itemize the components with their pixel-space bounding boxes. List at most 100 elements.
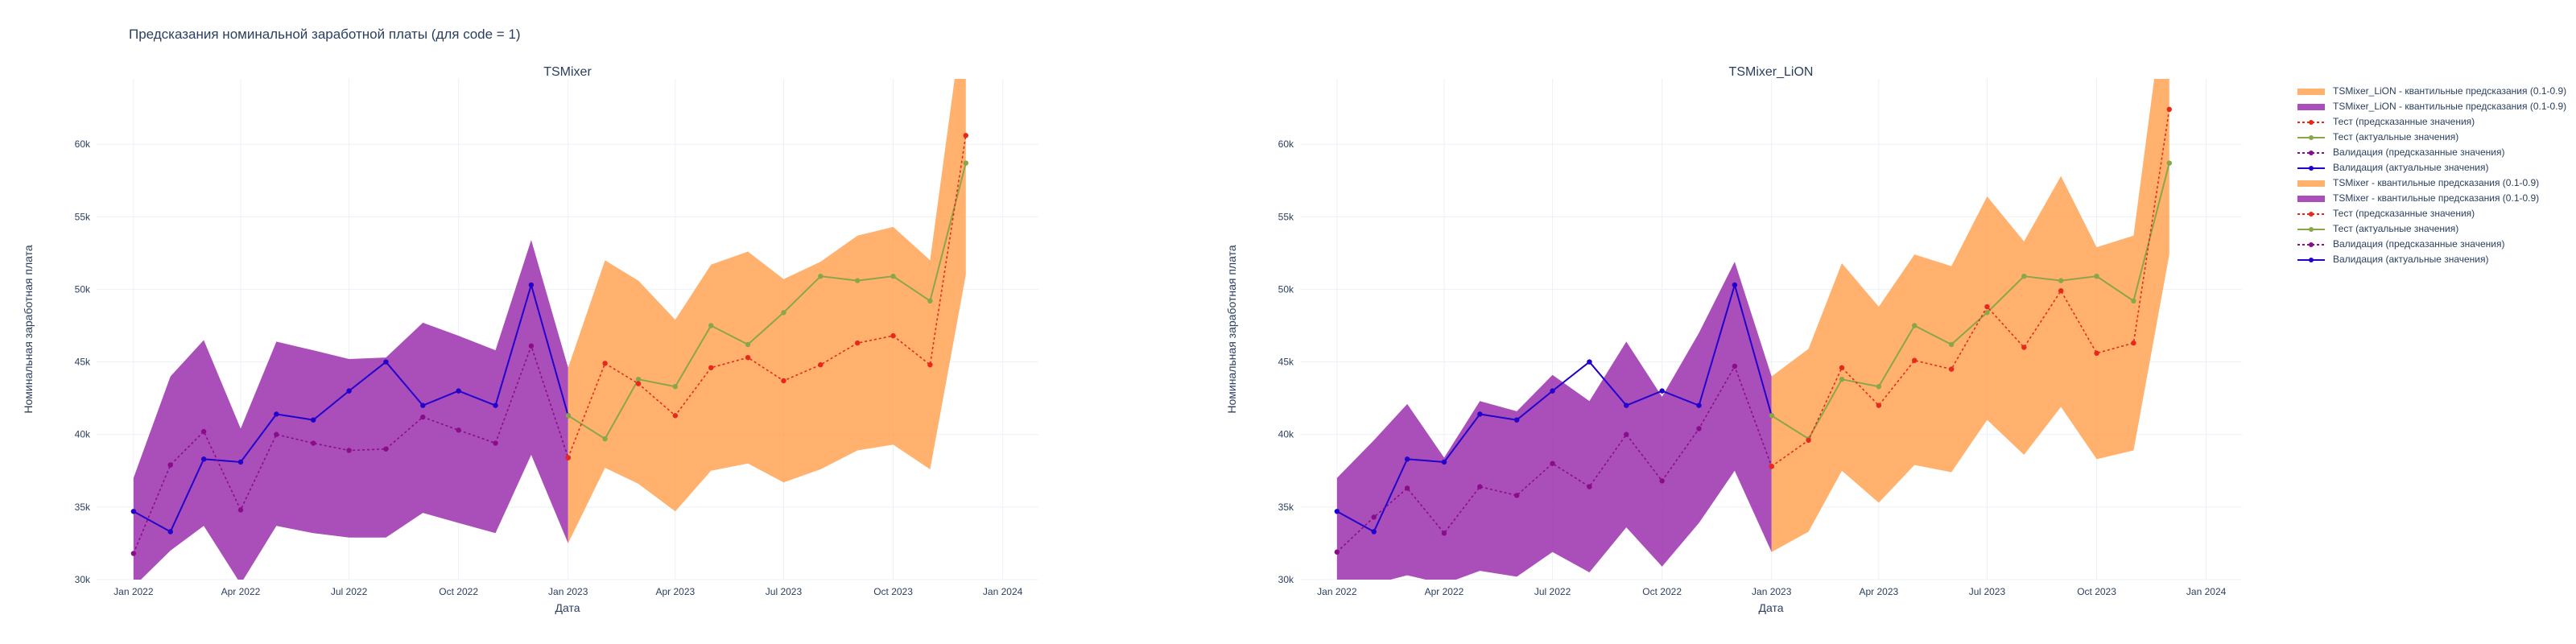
validation-actual-point (311, 417, 316, 423)
x-tick-label: Jul 2023 (1969, 586, 2006, 597)
legend-item[interactable]: Валидация (актуальные значения) (2296, 160, 2570, 175)
legend-label: Валидация (предсказанные значения) (2333, 147, 2505, 158)
test-predicted-point (2166, 106, 2172, 113)
x-tick-label: Oct 2023 (2077, 586, 2116, 597)
legend-label: Тест (актуальные значения) (2333, 223, 2459, 234)
validation-actual-point (1334, 509, 1340, 514)
validation-predicted-point (1404, 485, 1410, 491)
test-predicted-point (602, 361, 608, 366)
test-actual-point (602, 436, 608, 442)
legend-marker (2309, 212, 2314, 217)
y-tick-label: 60k (75, 138, 91, 150)
legend-item[interactable]: Тест (предсказанные значения) (2296, 114, 2570, 130)
legend-item[interactable]: Валидация (актуальные значения) (2296, 252, 2570, 267)
x-tick-label: Oct 2022 (1642, 586, 1682, 597)
test-actual-point (1876, 384, 1882, 390)
x-tick-label: Apr 2023 (656, 586, 696, 597)
legend-swatch (2297, 151, 2325, 155)
validation-actual-point (274, 411, 279, 417)
test-predicted-point (1876, 402, 1882, 408)
legend-label: Тест (предсказанные значения) (2333, 116, 2475, 127)
test-predicted-point (1984, 303, 1990, 310)
test-predicted-point (1769, 464, 1774, 469)
test-predicted-point (2021, 345, 2027, 350)
test-predicted-line (1771, 109, 2170, 468)
legend-band-swatch (2297, 196, 2325, 202)
validation-predicted-point (1587, 484, 1592, 489)
validation-actual-point (528, 282, 535, 288)
x-tick-label: Jan 2024 (983, 586, 1023, 597)
test-predicted-point (1839, 365, 1845, 370)
test-predicted-point (1806, 437, 1811, 444)
test-actual-point (708, 323, 714, 328)
legend-item[interactable]: TSMixer - квантильные предсказания (0.1-… (2296, 175, 2570, 191)
legend-item[interactable]: TSMixer - квантильные предсказания (0.1-… (2296, 191, 2570, 206)
test-predicted-point (781, 378, 786, 384)
subplot-title: TSMixer (543, 65, 592, 79)
y-tick-label: 45k (1278, 357, 1294, 368)
test-actual-point (1769, 413, 1774, 419)
validation-predicted-point (1732, 363, 1738, 369)
validation-predicted-point (1477, 484, 1483, 489)
legend-item[interactable]: Валидация (предсказанные значения) (2296, 145, 2570, 160)
y-tick-label: 60k (1278, 138, 1294, 150)
legend-swatch (2297, 227, 2325, 232)
test-actual-point (672, 384, 679, 390)
test-actual-point (2166, 160, 2172, 166)
legend-label: Валидация (предсказанные значения) (2333, 238, 2505, 250)
y-tick-label: 40k (1278, 429, 1294, 440)
legend-item[interactable]: TSMixer_LiON - квантильные предсказания … (2296, 84, 2570, 99)
validation-predicted-point (1696, 426, 1702, 431)
y-tick-label: 55k (1278, 211, 1294, 222)
legend-item[interactable]: Валидация (предсказанные значения) (2296, 237, 2570, 252)
validation-quantile-band (1336, 262, 1772, 580)
legend-item[interactable]: Тест (актуальные значения) (2296, 130, 2570, 145)
test-predicted-point (635, 381, 642, 386)
test-actual-point (2021, 273, 2027, 279)
x-tick-label: Jul 2022 (1534, 586, 1571, 597)
legend-label: Тест (актуальные значения) (2333, 131, 2459, 142)
test-predicted-point (854, 340, 861, 346)
validation-actual-point (383, 359, 389, 365)
validation-actual-point (1371, 529, 1377, 535)
test-predicted-point (708, 365, 714, 370)
legend-swatch (2297, 89, 2325, 95)
y-tick-label: 30k (1278, 574, 1294, 585)
validation-predicted-point (493, 440, 498, 446)
subplot-title: TSMixer_LiON (1729, 65, 1814, 79)
test-actual-point (963, 160, 968, 166)
validation-actual-point (420, 402, 426, 408)
x-axis-title: Дата (1758, 601, 1783, 614)
validation-actual-point (456, 388, 461, 394)
legend-item[interactable]: Тест (предсказанные значения) (2296, 206, 2570, 221)
legend-swatch (2297, 242, 2325, 247)
subplot-tsmixer-lion: Jan 2022 Apr 2022 Jul 2022 Oct 2022 Jan 2023… (1225, 65, 2242, 614)
validation-actual-point (1587, 359, 1592, 365)
legend-label: TSMixer - квантильные предсказания (0.1-… (2333, 192, 2540, 204)
legend-item[interactable]: TSMixer_LiON - квантильные предсказания … (2296, 99, 2570, 114)
x-axis-title: Дата (555, 601, 580, 614)
legend-item[interactable]: Тест (актуальные значения) (2296, 221, 2570, 237)
test-actual-point (1984, 310, 1990, 316)
validation-predicted-point (311, 440, 316, 446)
test-actual-point (890, 273, 896, 279)
plot-area (1334, 79, 2172, 580)
test-predicted-point (2094, 350, 2099, 356)
legend: TSMixer_LiON - квантильные предсказания … (2296, 84, 2570, 267)
x-tick-label: Oct 2023 (873, 586, 913, 597)
legend-label: TSMixer - квантильные предсказания (0.1-… (2333, 177, 2540, 188)
validation-actual-point (200, 456, 207, 462)
validation-actual-point (346, 388, 352, 394)
x-tick-label: Jan 2022 (1317, 586, 1357, 597)
test-actual-point (2094, 273, 2099, 279)
plot-area (130, 79, 968, 580)
x-tick-label: Jan 2022 (114, 586, 154, 597)
y-axis-title: Номинальная заработная плата (22, 245, 35, 413)
validation-predicted-point (200, 428, 207, 435)
validation-predicted-point (1334, 549, 1340, 555)
test-actual-point (818, 273, 824, 279)
test-predicted-point (927, 361, 933, 368)
validation-predicted-point (1441, 530, 1447, 536)
validation-actual-point (1550, 388, 1555, 394)
